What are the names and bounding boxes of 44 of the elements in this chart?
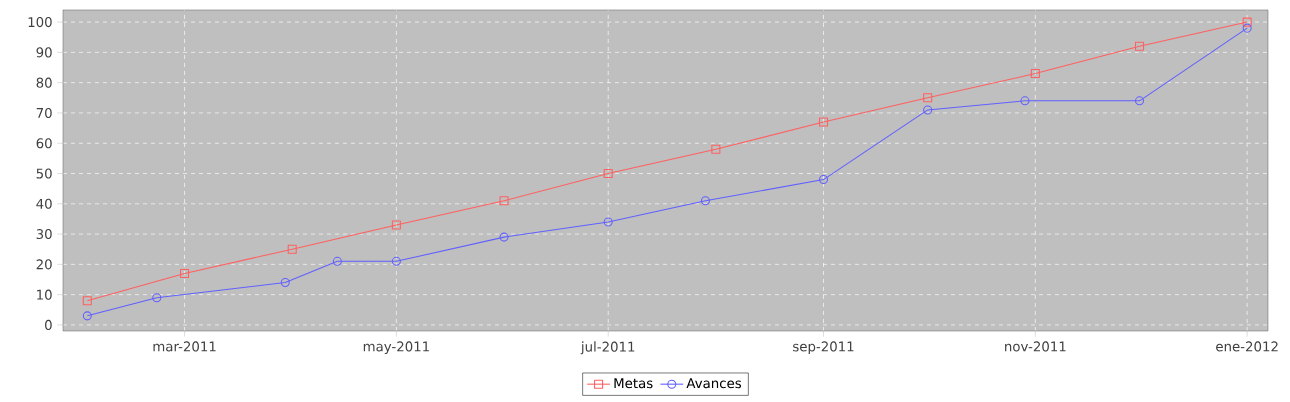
point	[1242, 23, 1252, 33]
point	[1030, 69, 1040, 79]
x-tick-label: nov-2011	[1005, 341, 1066, 352]
y-tick-label: 20	[36, 259, 52, 270]
point	[923, 93, 933, 103]
point	[499, 232, 509, 242]
legend-label: Avances	[686, 378, 742, 389]
point	[391, 220, 401, 230]
point	[818, 175, 829, 185]
y-tick-label: 80	[36, 77, 52, 88]
point	[711, 144, 721, 154]
point	[287, 244, 297, 254]
point	[1242, 17, 1252, 27]
point	[499, 196, 509, 206]
y-tick-label: 10	[37, 289, 52, 300]
point	[280, 277, 290, 288]
point	[700, 196, 710, 206]
y-tick-label: 0	[45, 319, 52, 330]
point	[82, 296, 92, 306]
x-tick-label: ene-2012	[1216, 341, 1278, 352]
y-tick-label: 60	[36, 138, 52, 149]
y-tick-label: 40	[36, 198, 52, 209]
point	[818, 117, 829, 127]
y-tick-label: 50	[36, 168, 52, 179]
x-tick-label: mar-2011	[153, 341, 216, 352]
point	[1020, 96, 1030, 106]
point	[391, 256, 401, 266]
y-tick-label: 70	[36, 107, 52, 118]
point	[180, 268, 190, 278]
point	[82, 311, 92, 321]
x-tick-label: jul-2011	[580, 341, 635, 355]
point	[1134, 41, 1145, 51]
point	[152, 293, 162, 303]
legend-label: Metas	[614, 378, 653, 389]
point	[603, 217, 613, 227]
x-tick-label: may-2011	[363, 341, 429, 355]
y-tick-label: 90	[36, 47, 52, 58]
x-tick-label: sep-2011	[793, 341, 854, 355]
point	[603, 168, 613, 179]
point	[923, 105, 933, 115]
y-tick-label: 30	[36, 229, 52, 240]
y-tick-label: 100	[28, 17, 52, 28]
point	[332, 256, 342, 266]
point	[1134, 96, 1145, 106]
